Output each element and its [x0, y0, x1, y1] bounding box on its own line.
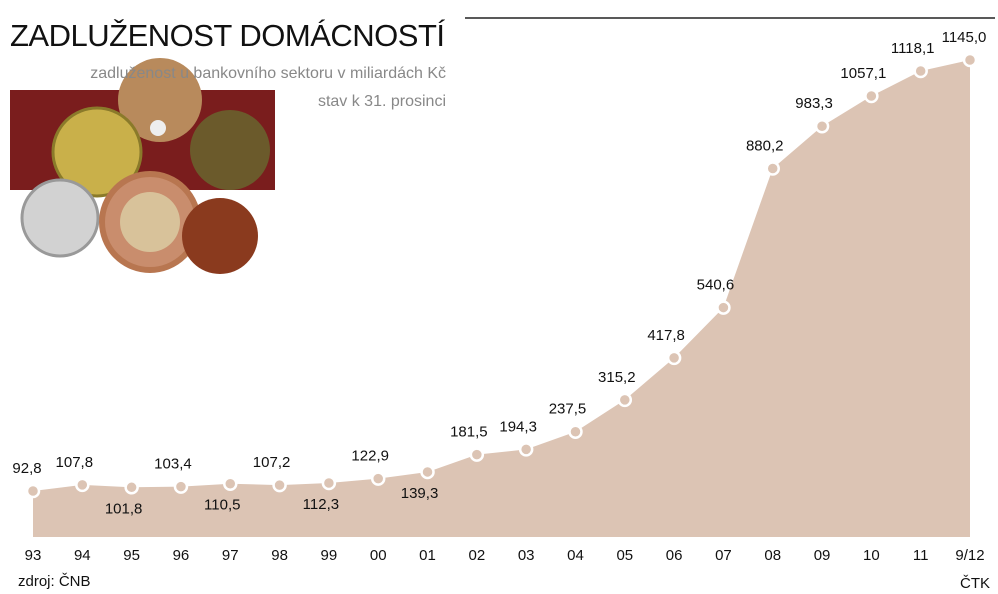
- value-label: 122,9: [351, 448, 389, 465]
- point: [915, 65, 927, 77]
- point: [422, 466, 434, 478]
- point: [27, 485, 39, 497]
- x-tick-label: 95: [123, 547, 140, 564]
- value-label: 417,8: [647, 327, 685, 344]
- value-label: 194,3: [499, 418, 537, 435]
- value-label: 880,2: [746, 137, 784, 154]
- point: [569, 426, 581, 438]
- x-tick-label: 06: [666, 547, 683, 564]
- value-label: 112,3: [303, 496, 339, 513]
- chart-title: ZADLUŽENOST DOMÁCNOSTÍ: [10, 18, 445, 53]
- point: [668, 352, 680, 364]
- credit: ČTK: [960, 575, 990, 592]
- x-tick-label: 96: [173, 547, 190, 564]
- x-tick-label: 9/12: [955, 547, 984, 564]
- x-tick-label: 04: [567, 547, 584, 564]
- value-label: 540,6: [697, 277, 735, 294]
- point: [619, 394, 631, 406]
- value-label: 315,2: [598, 369, 636, 386]
- x-tick-label: 94: [74, 547, 91, 564]
- value-label: 1057,1: [840, 65, 886, 82]
- value-label: 107,8: [56, 454, 94, 471]
- x-tick-label: 07: [715, 547, 732, 564]
- x-tick-label: 08: [764, 547, 781, 564]
- x-tick-label: 09: [814, 547, 831, 564]
- point: [767, 162, 779, 174]
- point: [323, 477, 335, 489]
- value-label: 983,3: [795, 95, 833, 112]
- x-tick-label: 93: [25, 547, 42, 564]
- value-label: 139,3: [401, 485, 439, 502]
- coins-illustration: [10, 58, 275, 274]
- x-tick-label: 03: [518, 547, 535, 564]
- value-label: 1145,0: [942, 29, 987, 46]
- point: [126, 481, 138, 493]
- point: [76, 479, 88, 491]
- value-label: 1118,1: [891, 40, 935, 57]
- x-tick-label: 99: [321, 547, 338, 564]
- x-tick-label: 11: [913, 547, 929, 564]
- value-label: 110,5: [204, 497, 240, 514]
- value-label: 181,5: [450, 424, 488, 441]
- point: [274, 479, 286, 491]
- point: [816, 120, 828, 132]
- value-label: 103,4: [154, 456, 192, 473]
- chart: ZADLUŽENOST DOMÁCNOSTÍ zadluženost u ban…: [0, 0, 998, 594]
- point: [175, 481, 187, 493]
- x-tick-label: 10: [863, 547, 880, 564]
- point: [964, 54, 976, 66]
- value-label: 237,5: [549, 401, 587, 418]
- point: [520, 443, 532, 455]
- value-label: 101,8: [105, 500, 143, 517]
- x-tick-label: 01: [419, 547, 436, 564]
- point: [471, 449, 483, 461]
- value-label: 92,8: [12, 460, 41, 477]
- x-tick-label: 00: [370, 547, 387, 564]
- point: [717, 302, 729, 314]
- point: [372, 473, 384, 485]
- chart-note: stav k 31. prosinci: [318, 93, 446, 110]
- x-tick-label: 98: [271, 547, 288, 564]
- source: zdroj: ČNB: [18, 573, 91, 590]
- x-tick-label: 02: [468, 547, 485, 564]
- chart-subtitle: zadluženost u bankovního sektoru v milia…: [90, 65, 446, 82]
- x-tick-label: 97: [222, 547, 239, 564]
- point: [224, 478, 236, 490]
- point: [865, 90, 877, 102]
- x-tick-label: 05: [616, 547, 633, 564]
- value-label: 107,2: [253, 454, 291, 471]
